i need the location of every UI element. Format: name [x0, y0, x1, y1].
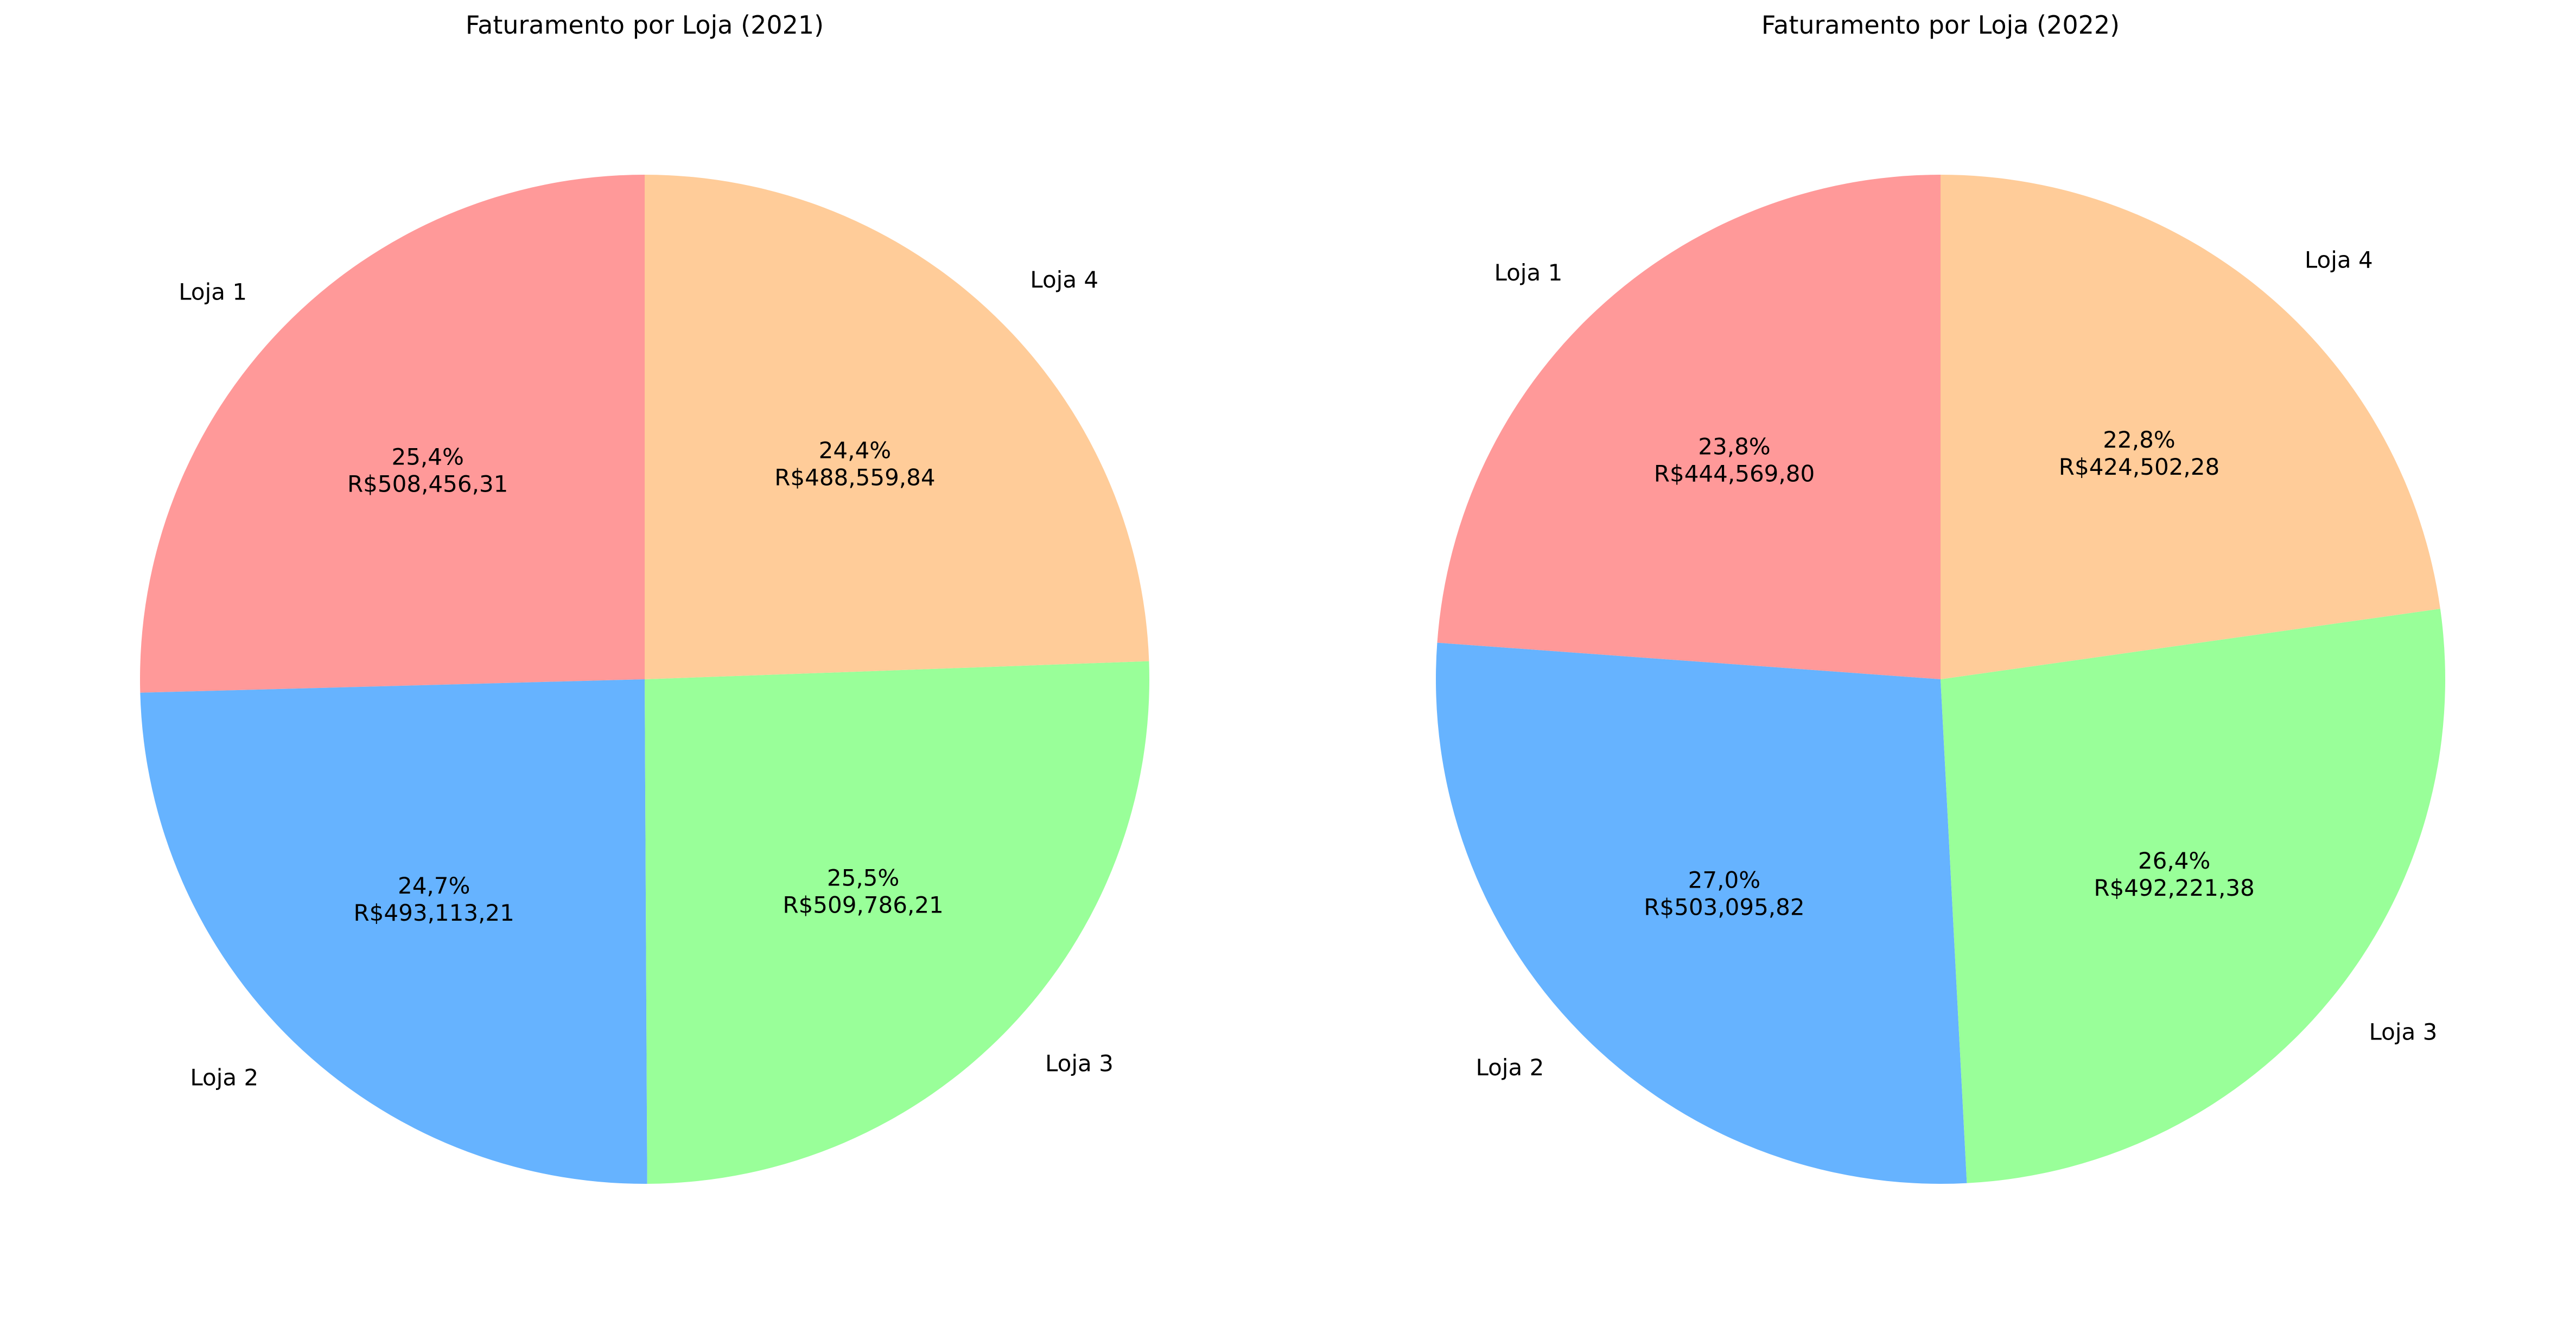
slice-value-label: R$493,113,21: [354, 900, 514, 926]
pie-chart-2021: Loja 1 25,4%R$508,456,31 Loja 2 24,7%R$493,…: [140, 175, 1149, 1184]
slice-percent-label: 23,8%: [1698, 433, 1770, 460]
slice-percent-label: 22,8%: [2103, 426, 2175, 453]
slice-label: Loja 2: [1475, 1054, 1544, 1081]
slice-percent-label: 26,4%: [2138, 847, 2210, 874]
slice-label: Loja 1: [1494, 259, 1562, 286]
slice-label: Loja 3: [1045, 1050, 1114, 1076]
slice-label: Loja 1: [179, 278, 247, 305]
pie-slice-loja-3: [645, 661, 1149, 1184]
chart-title-2022: Faturamento por Loja (2022): [1761, 10, 2120, 40]
pie-slice-loja-4: [645, 175, 1149, 679]
slice-value-label: R$492,221,38: [2094, 875, 2254, 901]
slice-percent-label: 25,5%: [827, 864, 899, 891]
slice-label: Loja 2: [190, 1064, 258, 1091]
slice-value-label: R$488,559,84: [774, 464, 935, 490]
pie-slice-loja-4: [1941, 175, 2440, 679]
slice-value-label: R$444,569,80: [1654, 460, 1815, 487]
pie-slice-loja-1: [1437, 175, 1941, 679]
slice-label: Loja 3: [2369, 1019, 2438, 1045]
chart-title-2021: Faturamento por Loja (2021): [466, 10, 824, 40]
slice-value-label: R$508,456,31: [347, 471, 508, 498]
pie-chart-2022: Loja 1 23,8%R$444,569,80 Loja 2 27,0%R$503,…: [1436, 175, 2446, 1184]
pie-slice-loja-3: [1941, 609, 2446, 1183]
slice-value-label: R$509,786,21: [783, 891, 943, 918]
slice-label: Loja 4: [1030, 266, 1098, 293]
pie-slice-loja-2: [140, 679, 647, 1184]
slice-percent-label: 27,0%: [1688, 867, 1760, 894]
slice-percent-label: 25,4%: [391, 444, 463, 470]
slice-percent-label: 24,7%: [398, 872, 470, 899]
slice-value-label: R$503,095,82: [1644, 894, 1804, 921]
pie-slice-loja-1: [140, 175, 645, 693]
pie-slice-loja-2: [1436, 642, 1967, 1184]
slice-value-label: R$424,502,28: [2059, 454, 2219, 480]
slice-label: Loja 4: [2305, 247, 2373, 273]
slice-percent-label: 24,4%: [819, 437, 891, 463]
